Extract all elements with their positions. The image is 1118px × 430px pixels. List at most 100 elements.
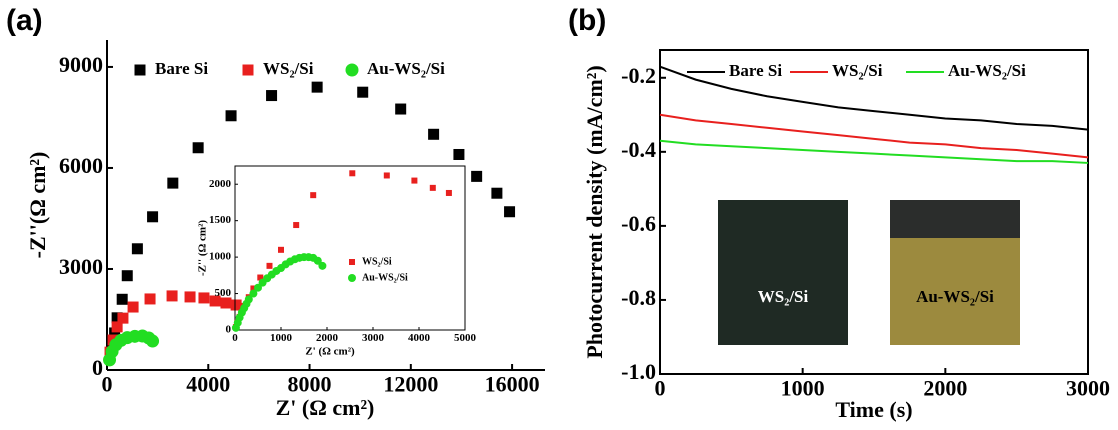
point (131, 243, 143, 255)
legend-marker (242, 64, 254, 76)
x-tick-label: 1000 (270, 332, 293, 344)
y-tick-label: 500 (215, 287, 232, 299)
x-tick-label: 3000 (362, 332, 385, 344)
y-axis-title: -Z''(Ω cm²) (25, 152, 50, 259)
point (395, 103, 407, 115)
line (659, 65, 1089, 131)
point (111, 312, 123, 324)
point (121, 270, 133, 282)
point (310, 192, 317, 199)
x-tick-label: 4000 (186, 372, 230, 397)
point (166, 290, 178, 302)
y-tick-label: 0 (226, 324, 232, 336)
legend-marker (345, 63, 359, 77)
point (111, 321, 123, 333)
x-axis-title: Time (s) (835, 397, 912, 422)
plot-frame (659, 49, 1089, 375)
y-tick-label: 6000 (59, 153, 103, 178)
legend-marker (134, 64, 146, 76)
y-tick-label: 3000 (59, 254, 103, 279)
point (357, 86, 369, 98)
point (117, 312, 129, 324)
point (144, 293, 156, 305)
point (257, 274, 264, 281)
point (445, 189, 452, 196)
legend-label: Bare Si (155, 59, 208, 78)
x-tick-label: 2000 (316, 332, 339, 344)
point (220, 297, 232, 309)
x-tick-label: 0 (655, 376, 666, 401)
y-tick-label: 9000 (59, 52, 103, 77)
x-axis-title: Z' (Ω cm²) (305, 346, 355, 358)
point (311, 81, 323, 93)
point (266, 90, 278, 102)
line (659, 113, 1089, 159)
legend-label: Au-WS₂/Si (362, 272, 408, 283)
point (349, 170, 356, 177)
point (249, 289, 258, 298)
point (411, 177, 418, 184)
y-tick-label: 2000 (209, 178, 232, 190)
point (192, 142, 204, 154)
x-tick-label: 12000 (383, 372, 438, 397)
legend-label: Au-WS₂/Si (948, 61, 1026, 80)
legend-label: WS₂/Si (362, 256, 392, 267)
plot-frame (234, 165, 466, 331)
point (313, 256, 322, 265)
panel-label: (a) (6, 4, 43, 37)
x-tick-label: 0 (232, 332, 238, 344)
point (147, 211, 159, 223)
point (250, 285, 257, 292)
x-tick-label: 3000 (1066, 376, 1110, 401)
x-tick-label: 1000 (781, 376, 825, 401)
point (383, 172, 390, 179)
point (278, 246, 284, 253)
point (184, 291, 196, 303)
x-tick-label: 4000 (408, 332, 431, 344)
legend-label: WS₂/Si (832, 61, 883, 80)
y-tick-label: -0.4 (621, 137, 656, 162)
legend-label: WS₂/Si (263, 59, 314, 78)
point (230, 299, 242, 311)
legend-marker (349, 259, 355, 265)
y-tick-label: 0 (92, 355, 103, 380)
photo-label: WS₂/Si (758, 287, 809, 306)
legend-label: Au-WS₂/Si (367, 59, 445, 78)
photo-ws2 (718, 200, 848, 345)
point (429, 184, 436, 191)
y-tick-label: -0.2 (621, 63, 656, 88)
point (293, 222, 300, 229)
point (453, 148, 465, 160)
y-tick-label: -0.8 (621, 285, 656, 310)
line (659, 139, 1089, 164)
point (225, 110, 237, 122)
point (116, 293, 128, 305)
point (428, 128, 440, 140)
photo-au-ws2-top (890, 200, 1020, 238)
point (167, 177, 179, 189)
y-tick-label: -1.0 (621, 359, 656, 384)
legend-marker (348, 274, 356, 282)
point (209, 295, 221, 307)
y-tick-label: 1000 (209, 251, 232, 263)
panel-label: (b) (568, 4, 606, 37)
x-tick-label: 16000 (485, 372, 540, 397)
point (491, 187, 503, 199)
point (146, 334, 160, 348)
y-axis-title: Photocurrent density (mA/cm²) (582, 65, 607, 358)
point (254, 283, 262, 292)
point (198, 292, 210, 304)
legend-label: Bare Si (729, 61, 782, 80)
point (266, 262, 273, 269)
y-tick-label: 1500 (209, 214, 232, 226)
x-tick-label: 2000 (923, 376, 967, 401)
y-axis-title: -Z'' (Ω cm²) (197, 220, 209, 276)
x-tick-label: 8000 (288, 372, 332, 397)
point (318, 261, 327, 270)
point (127, 301, 139, 313)
y-tick-label: -0.6 (621, 211, 656, 236)
x-axis-title: Z' (Ω cm²) (276, 395, 375, 420)
point (109, 327, 121, 339)
point (504, 206, 516, 218)
